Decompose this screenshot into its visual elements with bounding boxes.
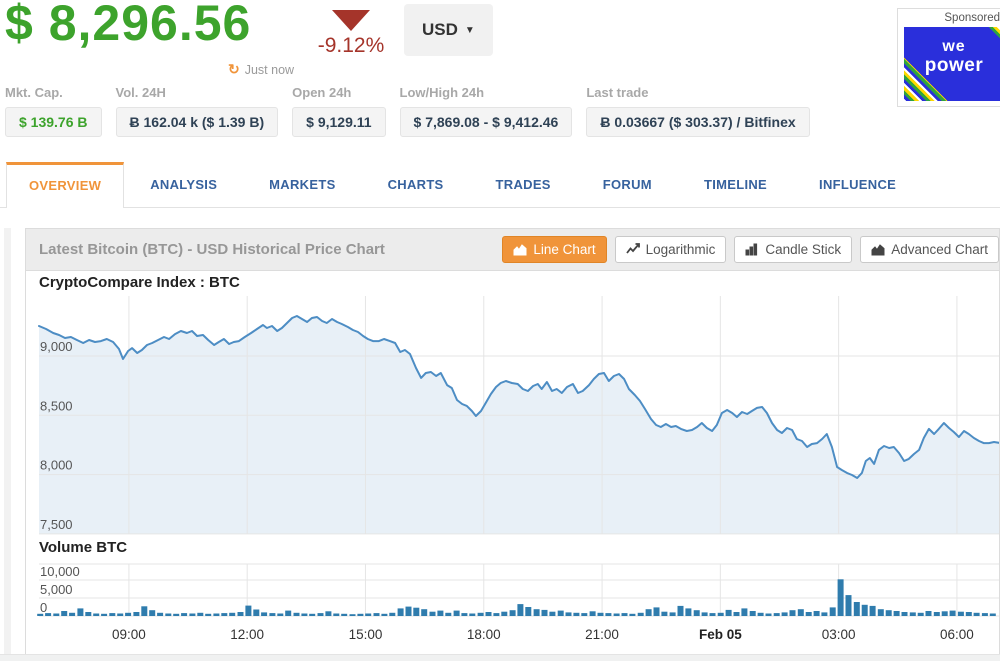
left-gutter [4,228,11,655]
candle-stick-button[interactable]: Candle Stick [734,236,853,263]
advanced-chart-button[interactable]: Advanced Chart [860,236,999,263]
price-down-arrow-icon [332,10,370,31]
ad-logo-line1: we [942,38,966,55]
chevron-down-icon: ▼ [464,25,475,36]
line-chart-button[interactable]: Line Chart [502,236,607,263]
stat-value: $ 7,869.08 - $ 9,412.46 [399,107,573,137]
chart-panel: Latest Bitcoin (BTC) - USD Historical Pr… [25,228,1000,654]
currency-selector-label: USD [422,20,458,39]
x-axis-label: 12:00 [230,627,264,642]
tab-influence[interactable]: INFLUENCE [819,177,897,192]
x-axis-label: 06:00 [940,627,974,642]
axis-labels: 9,000 8,500 8,000 7,500 10,000 5,000 0 09:00 12:… [40,339,974,642]
price-change-block: -9.12% [316,10,386,58]
sponsored-label: Sponsored [944,12,1000,24]
chart-btn-label: Line Chart [533,242,596,257]
price-y-axis-label: 8,500 [40,398,73,413]
refresh-icon[interactable]: ↻ [228,61,240,77]
line-chart-icon [625,243,640,254]
page-bottom-strip [0,654,1000,661]
x-axis-label: 03:00 [822,627,856,642]
tab-overview[interactable]: OVERVIEW [6,162,125,208]
chart-panel-title: Latest Bitcoin (BTC) - USD Historical Pr… [39,241,385,258]
stats-row: Mkt. Cap. $ 139.76 B Vol. 24H Ƀ 162.04 k ($… [5,85,810,137]
stat-label: Last trade [586,85,649,100]
price-y-axis-label: 7,500 [40,517,73,532]
stat-group: Vol. 24H Ƀ 162.04 k ($ 1.39 B) [115,85,279,137]
x-axis-label: 09:00 [112,627,146,642]
wepower-logo: we power [904,38,1000,76]
chart-body: CryptoCompare Index : BTC Volume BTC 9,0… [26,271,999,654]
price-change-percent: -9.12% [317,34,385,57]
currency-selector[interactable]: USD ▼ [404,4,493,56]
chart-btn-label: Advanced Chart [891,242,988,257]
price-y-axis-label: 8,000 [40,458,73,473]
logarithmic-button[interactable]: Logarithmic [614,236,727,263]
volume-y-axis-label: 0 [40,600,47,615]
price-y-axis-label: 9,000 [40,339,73,354]
stat-group: Open 24h $ 9,129.11 [292,85,386,137]
stat-label: Low/High 24h [399,85,485,100]
x-axis-label: 18:00 [467,627,501,642]
chart-btn-label: Logarithmic [645,242,716,257]
area-chart-icon [513,244,527,256]
tab-markets[interactable]: MARKETS [269,177,336,192]
price-area-fill [39,316,999,534]
area-chart-icon [871,244,885,256]
current-price: $ 8,296.56 [5,0,252,51]
stat-group: Last trade Ƀ 0.03667 ($ 303.37) / Bitfine… [586,85,810,137]
tab-charts[interactable]: CHARTS [387,177,444,192]
tab-analysis[interactable]: ANALYSIS [150,177,218,192]
last-updated-label: Just now [244,63,295,77]
stat-value: Ƀ 162.04 k ($ 1.39 B) [115,107,279,137]
sponsored-card: Sponsored we power [897,8,1000,107]
tab-trades[interactable]: TRADES [495,177,551,192]
wepower-ad-banner[interactable]: we power [904,27,1000,101]
stat-label: Open 24h [292,85,352,100]
volume-y-axis-label: 5,000 [40,582,73,597]
price-chart-title: CryptoCompare Index : BTC [39,274,240,291]
chart-type-buttons: Line Chart Logarithmic Candle Stick Advance… [502,236,999,263]
chart-btn-label: Candle Stick [765,242,842,257]
tab-forum[interactable]: FORUM [602,177,652,192]
stat-group: Low/High 24h $ 7,869.08 - $ 9,412.46 [399,85,573,137]
chart-panel-header: Latest Bitcoin (BTC) - USD Historical Pr… [26,229,999,271]
price-line-series [38,315,999,479]
stat-label: Mkt. Cap. [5,85,63,100]
last-updated: ↻ Just now [228,61,294,78]
x-axis-label: 21:00 [585,627,619,642]
volume-bar-series [37,579,996,616]
x-axis-label: 15:00 [349,627,383,642]
volume-chart-title: Volume BTC [39,539,128,556]
nav-tabs: OVERVIEW ANALYSIS MARKETS CHARTS TRADES FORUM… [0,162,1000,208]
ad-logo-line2: power [924,54,984,76]
stat-group: Mkt. Cap. $ 139.76 B [5,85,102,137]
tab-timeline[interactable]: TIMELINE [703,177,768,192]
stat-label: Vol. 24H [115,85,166,100]
bar-chart-icon [745,243,758,256]
x-axis-label: Feb 05 [699,627,742,642]
price-volume-chart[interactable]: 9,000 8,500 8,000 7,500 10,000 5,000 0 09:00 12:… [26,271,999,654]
volume-y-axis-label: 10,000 [40,564,80,579]
stat-value: $ 9,129.11 [292,107,386,137]
stat-value: Ƀ 0.03667 ($ 303.37) / Bitfinex [586,107,810,137]
stat-value: $ 139.76 B [5,107,102,137]
